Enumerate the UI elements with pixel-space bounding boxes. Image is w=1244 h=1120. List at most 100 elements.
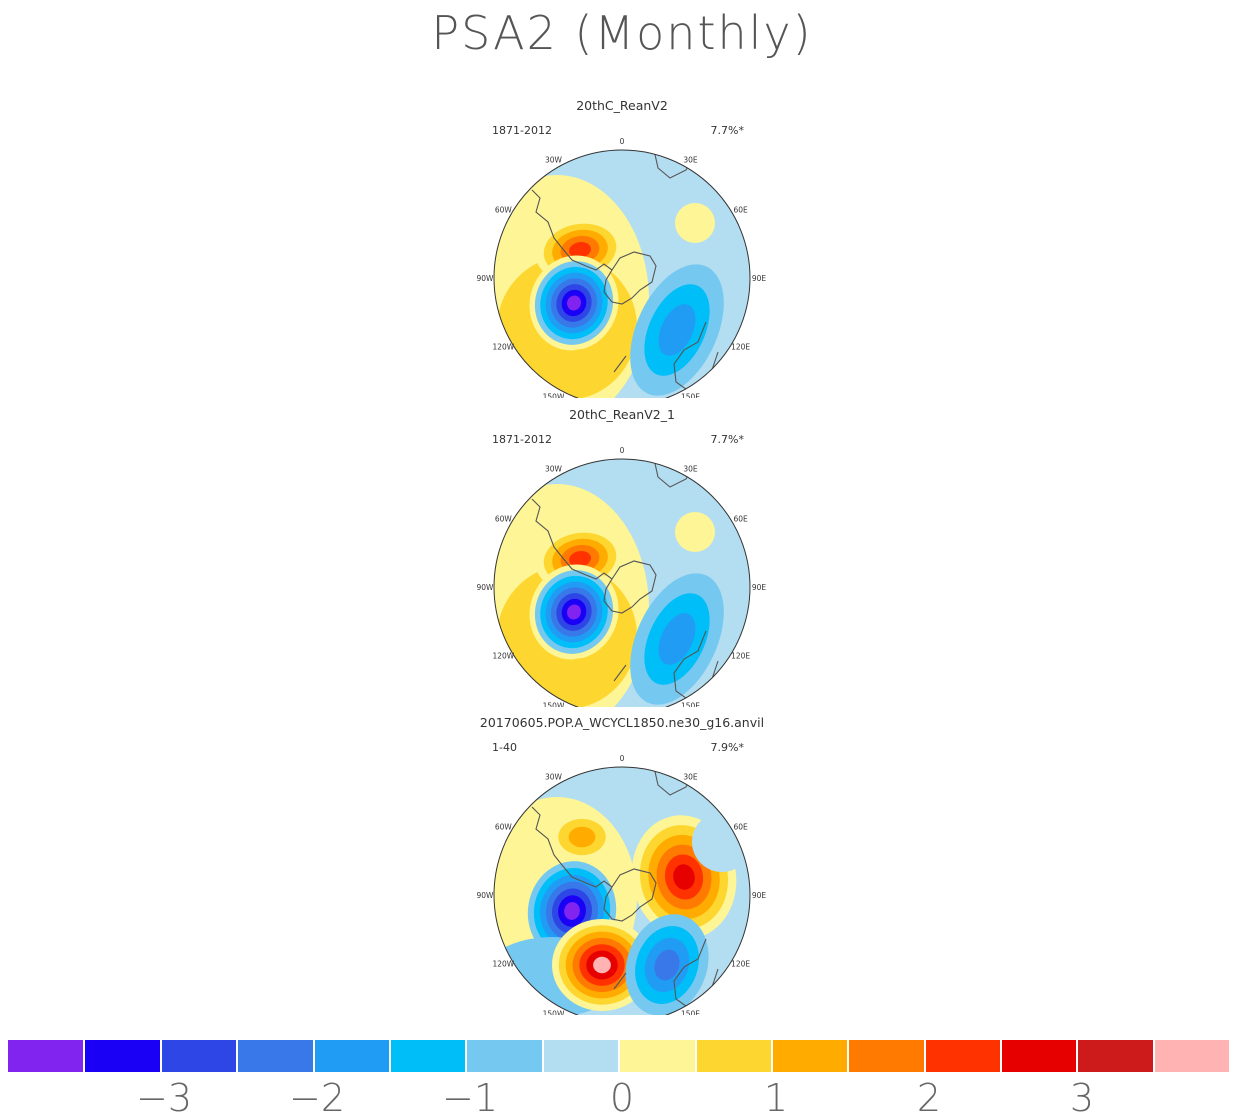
anomaly-contour [567,295,581,311]
longitude-label: 90W [477,583,495,592]
longitude-label: 120W [492,343,514,352]
longitude-label: 30E [683,464,698,473]
longitude-label: 60W [495,206,513,215]
colorbar-box [771,1039,849,1073]
longitude-label: 150E [681,393,700,398]
anomaly-contour [658,304,696,356]
anomaly-contour [675,512,715,552]
colorbar-box [695,1039,772,1073]
coastline [613,664,627,682]
anomaly-contour [567,604,581,620]
longitude-label: 150E [681,1010,700,1015]
anomaly-contour [569,551,591,567]
longitude-label: 90W [477,891,495,900]
longitude-label: 120E [731,343,750,352]
longitude-label: 150W [543,1010,565,1015]
coastline [613,972,627,990]
map-panel: 20thC_ReanV2_1 1871-2012 7.7%* 0 30E 60E 90… [462,407,782,707]
coastline [531,498,613,580]
longitude-label: 30W [545,772,563,781]
colorbar-tick-label: −1 [441,1076,499,1120]
colorbar-box [619,1039,696,1073]
longitude-label: 90E [752,274,767,283]
colorbar-box [160,1039,238,1073]
coastline [603,251,657,305]
coastline [531,806,613,888]
panel-variance: 7.7%* [710,433,744,446]
longitude-label: 120E [731,652,750,661]
panel-years: 1871-2012 [492,124,552,137]
polar-map: 030E60E90E120E150E180150W120W90W60W30W [477,446,767,707]
colorbar-box [1153,1039,1231,1073]
colorbar-box [389,1039,467,1073]
longitude-label: 30E [683,155,698,164]
polar-map: 030E60E90E120E150E180150W120W90W60W30W [477,137,767,398]
anomaly-contour [692,812,750,872]
anomaly-contour [675,203,715,243]
longitude-label: 60E [733,515,748,524]
longitude-label: 120E [731,960,750,969]
colorbar-box [466,1039,543,1073]
colorbar-box [1001,1039,1078,1073]
longitude-label: 60E [733,206,748,215]
panel-years: 1871-2012 [492,433,552,446]
colorbar-box [924,1039,1002,1073]
map-border [493,149,751,398]
anomaly-contour [568,826,596,848]
anomaly-contour [654,949,680,981]
panel-years: 1-40 [492,741,517,754]
colorbar-tick-label: −2 [288,1076,346,1120]
coastline [531,189,613,271]
colorbar-tick-label: 3 [1069,1076,1095,1120]
map-border [493,458,751,707]
coastline [603,868,657,922]
panel-title: 20thC_ReanV2 [576,98,668,113]
longitude-label: 60W [495,823,513,832]
longitude-label: 120W [492,960,514,969]
colorbar [8,1039,1231,1073]
anomaly-contour [562,349,606,373]
longitude-label: 30W [545,155,563,164]
longitude-label: 90W [477,274,495,283]
longitude-label: 0 [620,137,625,146]
longitude-label: 30W [545,464,563,473]
longitude-label: 0 [620,754,625,763]
longitude-label: 0 [620,446,625,455]
longitude-label: 60E [733,823,748,832]
anomaly-contour [593,956,611,974]
colorbar-box [237,1039,314,1073]
longitude-label: 90E [752,891,767,900]
figure-title: PSA2 (Monthly) [431,6,813,60]
colorbar-box [313,1039,390,1073]
map-panel: 20thC_ReanV2 1871-2012 7.7%* 0 30E 60E 90E 1… [462,98,782,398]
panel-title: 20170605.POP.A_WCYCL1850.ne30_g16.anvil [479,715,765,730]
panel-title: 20thC_ReanV2_1 [569,407,675,422]
longitude-label: 90E [752,583,767,592]
colorbar-box [8,1039,85,1073]
colorbar-tick-label: 2 [916,1076,942,1120]
anomaly-contour [564,902,580,920]
colorbar-box [84,1039,161,1073]
colorbar-box [1077,1039,1154,1073]
panel-variance: 7.7%* [710,124,744,137]
colorbar-box [542,1039,620,1073]
colorbar-tick-label: 0 [609,1076,635,1120]
anomaly-contour [562,658,606,682]
longitude-label: 150E [681,702,700,707]
longitude-label: 30E [683,772,698,781]
coastline [613,355,627,373]
anomaly-contour [569,242,591,258]
colorbar-box [848,1039,925,1073]
longitude-label: 150W [543,702,565,707]
longitude-label: 60W [495,515,513,524]
polar-map: 030E60E90E120E150E180150W120W90W60W30W [477,754,767,1015]
colorbar-tick-label: 1 [763,1076,789,1120]
longitude-label: 120W [492,652,514,661]
map-border [493,766,751,1015]
colorbar-tick-label: −3 [135,1076,193,1120]
coastline [603,560,657,614]
longitude-label: 150W [543,393,565,398]
anomaly-contour [673,864,695,890]
anomaly-contour [658,613,696,665]
panel-variance: 7.9%* [710,741,744,754]
